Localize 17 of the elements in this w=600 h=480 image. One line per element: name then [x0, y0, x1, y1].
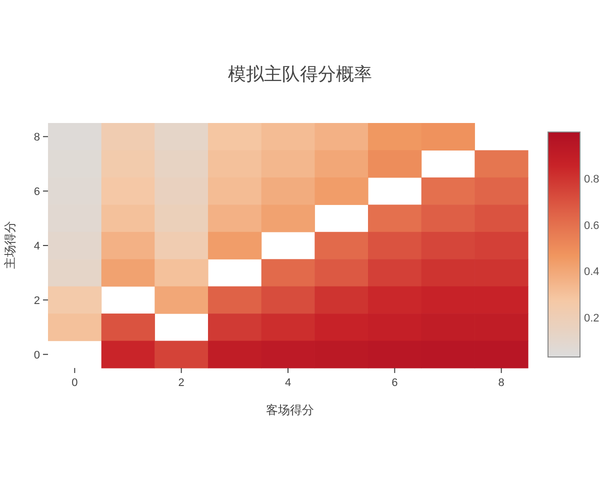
x-tick-label: 6: [392, 377, 398, 389]
x-tick-label: 0: [72, 377, 78, 389]
x-tick-label: 8: [498, 377, 504, 389]
y-tick-label: 6: [34, 186, 40, 198]
color-bar-label: 0.2: [584, 312, 600, 325]
y-axis-title: 主场得分: [3, 221, 17, 269]
x-tick-label: 4: [284, 377, 292, 389]
color-bar-label: 0.6: [584, 220, 600, 232]
chart-title: 模拟主队得分概率: [228, 64, 372, 84]
x-tick-label: 2: [178, 377, 184, 389]
y-tick-label: 8: [34, 132, 40, 144]
color-bar-label: 0.4: [584, 266, 600, 278]
y-tick-label: 0: [34, 349, 40, 362]
x-axis-title: 客场得分: [266, 403, 314, 417]
color-bar-label: 0.8: [584, 173, 600, 186]
y-tick-label: 2: [34, 294, 40, 307]
y-tick-label: 4: [34, 240, 40, 252]
